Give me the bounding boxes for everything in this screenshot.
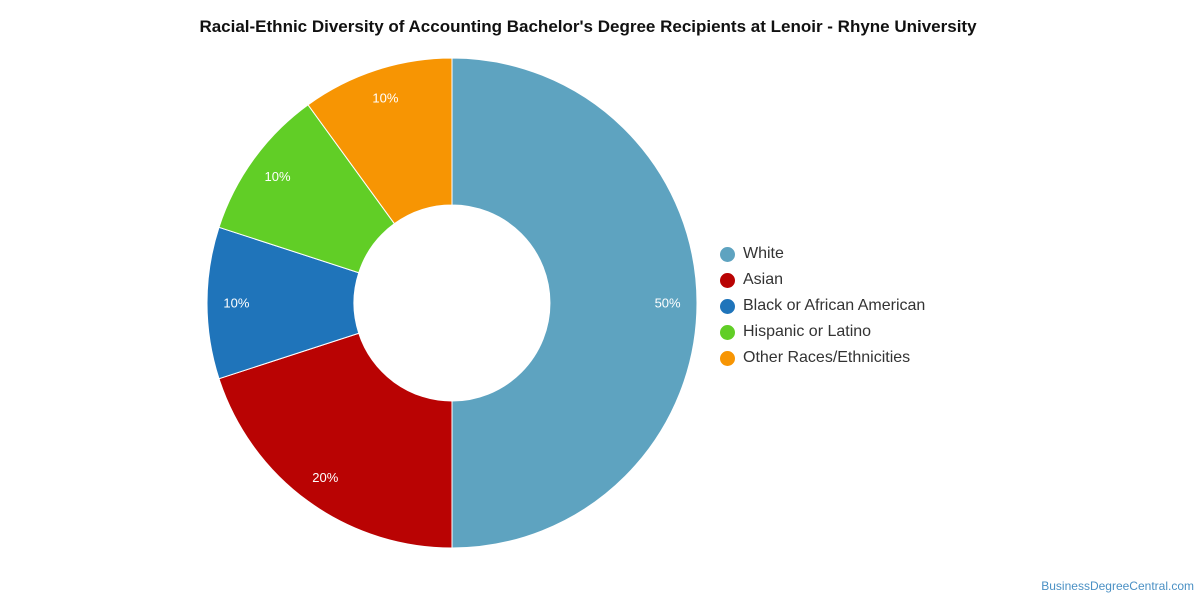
legend-swatch-black-or-african-american [720, 298, 735, 314]
slice-label-black-or-african-american: 10% [223, 296, 249, 311]
slice-asian[interactable] [218, 332, 453, 549]
legend-item-other-races-ethnicities[interactable]: Other Races/Ethnicities [720, 345, 925, 371]
slice-white[interactable] [451, 57, 698, 549]
legend-item-black-or-african-american[interactable]: Black or African American [720, 293, 925, 319]
legend-label-black-or-african-american: Black or African American [743, 297, 926, 314]
legend-label-hispanic-or-latino: Hispanic or Latino [743, 323, 872, 340]
slice-label-other-races-ethnicities: 10% [372, 90, 398, 105]
legend-swatch-hispanic-or-latino [720, 324, 735, 340]
legend-item-hispanic-or-latino[interactable]: Hispanic or Latino [720, 319, 925, 345]
legend-swatch-other-races-ethnicities [720, 350, 735, 366]
legend-item-white[interactable]: White [720, 241, 925, 267]
legend-label-other-races-ethnicities: Other Races/Ethnicities [743, 349, 911, 366]
chart-title: Racial-Ethnic Diversity of Accounting Ba… [199, 17, 977, 36]
legend-swatch-white [720, 246, 735, 262]
slice-other-races-ethnicities[interactable] [307, 57, 453, 225]
slice-label-hispanic-or-latino: 10% [265, 169, 291, 184]
legend-swatch-asian [720, 272, 735, 288]
slice-label-asian: 20% [312, 470, 338, 485]
legend-label-asian: Asian [743, 271, 784, 288]
legend-item-asian[interactable]: Asian [720, 267, 925, 293]
legend-label-white: White [743, 245, 784, 262]
chart-legend: White Asian Black or African American Hi… [720, 241, 925, 371]
slice-label-white: 50% [655, 296, 681, 311]
source-credit[interactable]: BusinessDegreeCentral.com [1041, 579, 1194, 593]
